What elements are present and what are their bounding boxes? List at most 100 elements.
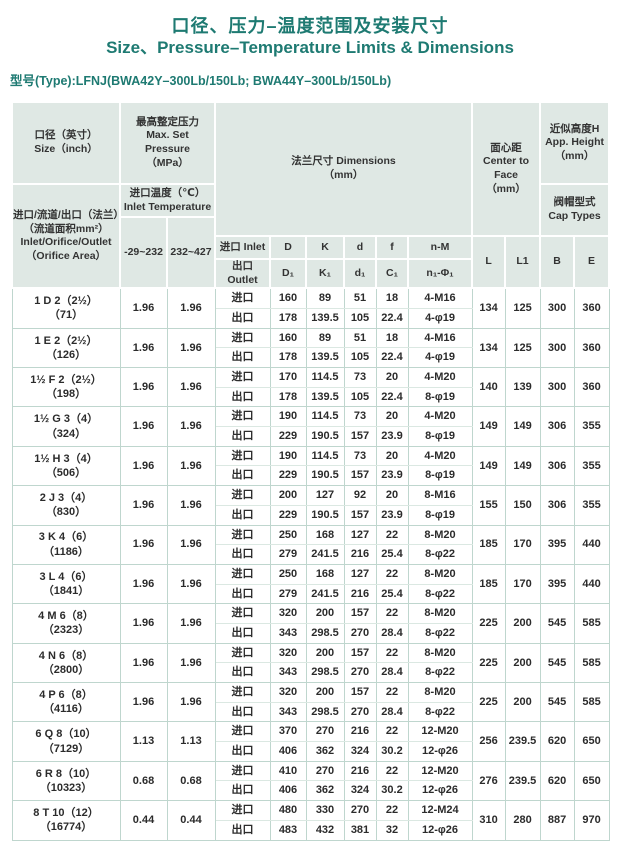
outlet-C1: 23.9 — [375, 504, 409, 526]
size-cell: 6 R 8（10） （10323） — [11, 760, 121, 802]
dim-E: 970 — [573, 800, 610, 841]
table-body: 1 D 2（2½） （71） 1.96 1.96 进口 160 89 51 18 4-M16 134… — [11, 287, 610, 841]
dim-E: 650 — [573, 760, 610, 802]
orifice-area: （10323） — [39, 781, 93, 794]
inlet-label: 进口 — [214, 524, 271, 546]
inlet-K: 127 — [305, 485, 345, 506]
orifice-area: （506） — [45, 466, 87, 479]
dim-L: 185 — [471, 524, 506, 565]
table-row-inlet: 3 L 4（6） （1841） 1.96 1.96 进口 250 168 127 22 8-M20… — [11, 563, 610, 605]
table-row-inlet: 6 Q 8（10） （7129） 1.13 1.13 进口 370 270 216 22 12-M… — [11, 721, 610, 762]
table-row-outlet: 出口 343 298.5 270 28.4 8-φ22 — [12, 662, 609, 684]
outlet-n1-phi1: 12-φ26 — [407, 780, 473, 802]
outlet-D1: 229 — [269, 504, 307, 526]
outlet-C1: 30.2 — [375, 780, 409, 802]
dim-B: 395 — [539, 524, 575, 565]
col-header-n-M: n-M — [406, 235, 474, 260]
outlet-d1: 216 — [343, 583, 377, 605]
pressure-high-range: 1.96 — [166, 327, 216, 369]
col-header-app-height: 近似高度H App. Height （mm） — [539, 101, 611, 185]
inlet-label: 进口 — [214, 485, 271, 506]
col-header-K1: K₁ — [305, 257, 345, 290]
size-label: 8 T 10（12） — [33, 807, 99, 820]
outlet-C1: 22.4 — [375, 347, 409, 369]
dim-B: 887 — [539, 800, 575, 841]
flange-line: （mm） — [323, 169, 364, 181]
outlet-n1-phi1: 4-φ19 — [407, 307, 473, 329]
size-cell: 1½ F 2（2½） （198） — [11, 367, 121, 408]
col-header-flange-dimensions: 法兰尺寸 Dimensions （mm） — [213, 101, 474, 237]
dim-B: 620 — [539, 721, 575, 762]
col-header-E: E — [573, 234, 611, 290]
pressure-low-range: 1.13 — [119, 721, 168, 762]
pressure-high-range: 1.96 — [166, 367, 216, 408]
size-label: 6 Q 8（10） — [35, 728, 97, 741]
inlet-n-M: 8-M20 — [407, 524, 473, 546]
dim-B: 300 — [539, 327, 575, 369]
inlet-d: 73 — [343, 367, 377, 388]
col-header-inlet-temperature: 进口温度（℃） Inlet Temperature — [119, 183, 216, 218]
dim-L: 225 — [471, 603, 506, 644]
outlet-n1-phi1: 4-φ19 — [407, 347, 473, 369]
pressure-low-range: 1.96 — [119, 287, 168, 329]
outlet-label: 出口 — [214, 504, 271, 526]
outlet-K1: 190.5 — [305, 465, 345, 487]
orifice-area: （2323） — [42, 624, 90, 637]
inlet-D: 170 — [269, 367, 307, 388]
pressure-low-range: 1.96 — [119, 642, 168, 684]
outlet-D1: 229 — [269, 465, 307, 487]
outlet-C1: 28.4 — [375, 701, 409, 723]
inlet-temp-line: Inlet Temperature — [123, 200, 212, 213]
inlet-f: 20 — [375, 406, 409, 428]
pressure-low-range: 1.96 — [119, 485, 168, 526]
size-cell: 1 E 2（2½） （126） — [11, 327, 121, 369]
table-row-inlet: 4 M 6（8） （2323） 1.96 1.96 进口 320 200 157 22 8-M20… — [11, 603, 610, 644]
col-header-size-en: Size（inch） — [34, 143, 98, 155]
outlet-d1: 105 — [343, 386, 377, 408]
orifice-area: （830） — [45, 506, 87, 519]
inlet-temp-line: 进口温度（℃） — [129, 186, 206, 199]
pressure-high-range: 0.68 — [166, 760, 216, 802]
inlet-f: 22 — [375, 603, 409, 624]
outlet-label: 出口 — [214, 662, 271, 684]
title-block: 口径、压力–温度范围及安装尺寸 Size、Pressure–Temperatur… — [0, 0, 620, 58]
inlet-K: 200 — [305, 603, 345, 624]
dim-L1: 200 — [504, 682, 541, 723]
pressure-low-range: 1.96 — [119, 445, 168, 487]
dim-L: 185 — [471, 563, 506, 605]
size-cell: 4 P 6（8） （4116） — [11, 682, 121, 723]
table-row-inlet: 6 R 8（10） （10323） 0.68 0.68 进口 410 270 216 22 12-… — [11, 760, 610, 802]
table-row-inlet: 4 N 6（8） （2800） 1.96 1.96 进口 320 200 157 22 8-M20… — [11, 642, 610, 684]
outlet-n1-phi1: 8-φ22 — [407, 544, 473, 565]
outlet-n1-phi1: 8-φ19 — [407, 386, 473, 408]
dim-B: 620 — [539, 760, 575, 802]
outlet-label: 出口 — [214, 386, 271, 408]
orifice-area: （4116） — [43, 703, 89, 716]
col-header-D1: D₁ — [269, 257, 307, 290]
dim-B: 306 — [539, 485, 575, 526]
inlet-K: 114.5 — [305, 367, 345, 388]
outlet-label: 出口 — [214, 307, 271, 329]
inlet-d: 73 — [343, 445, 377, 467]
inlet-D: 480 — [269, 800, 307, 821]
outlet-D1: 279 — [269, 544, 307, 565]
inlet-label: 进口 — [214, 287, 271, 309]
dim-B: 545 — [539, 642, 575, 684]
dim-L: 134 — [471, 287, 506, 329]
outlet-K1: 241.5 — [305, 583, 345, 605]
table-row-outlet: 出口 279 241.5 216 25.4 8-φ22 — [12, 583, 609, 605]
outlet-D1: 178 — [269, 347, 307, 369]
inlet-d: 51 — [343, 327, 377, 349]
inlet-d: 157 — [343, 603, 377, 624]
inlet-label: 进口 — [214, 760, 271, 782]
dim-E: 440 — [573, 524, 610, 565]
col-header-f: f — [375, 235, 409, 260]
table-row-inlet: 2 J 3（4） （830） 1.96 1.96 进口 200 127 92 20 8-M16 15… — [11, 485, 610, 526]
pressure-high-range: 1.96 — [166, 406, 216, 447]
pressure-low-range: 0.68 — [119, 760, 168, 802]
inlet-f: 22 — [375, 642, 409, 664]
inlet-K: 168 — [305, 563, 345, 585]
orifice-area: （1186） — [43, 545, 89, 558]
inlet-n-M: 12-M24 — [407, 800, 473, 821]
dim-L1: 139 — [504, 367, 541, 408]
